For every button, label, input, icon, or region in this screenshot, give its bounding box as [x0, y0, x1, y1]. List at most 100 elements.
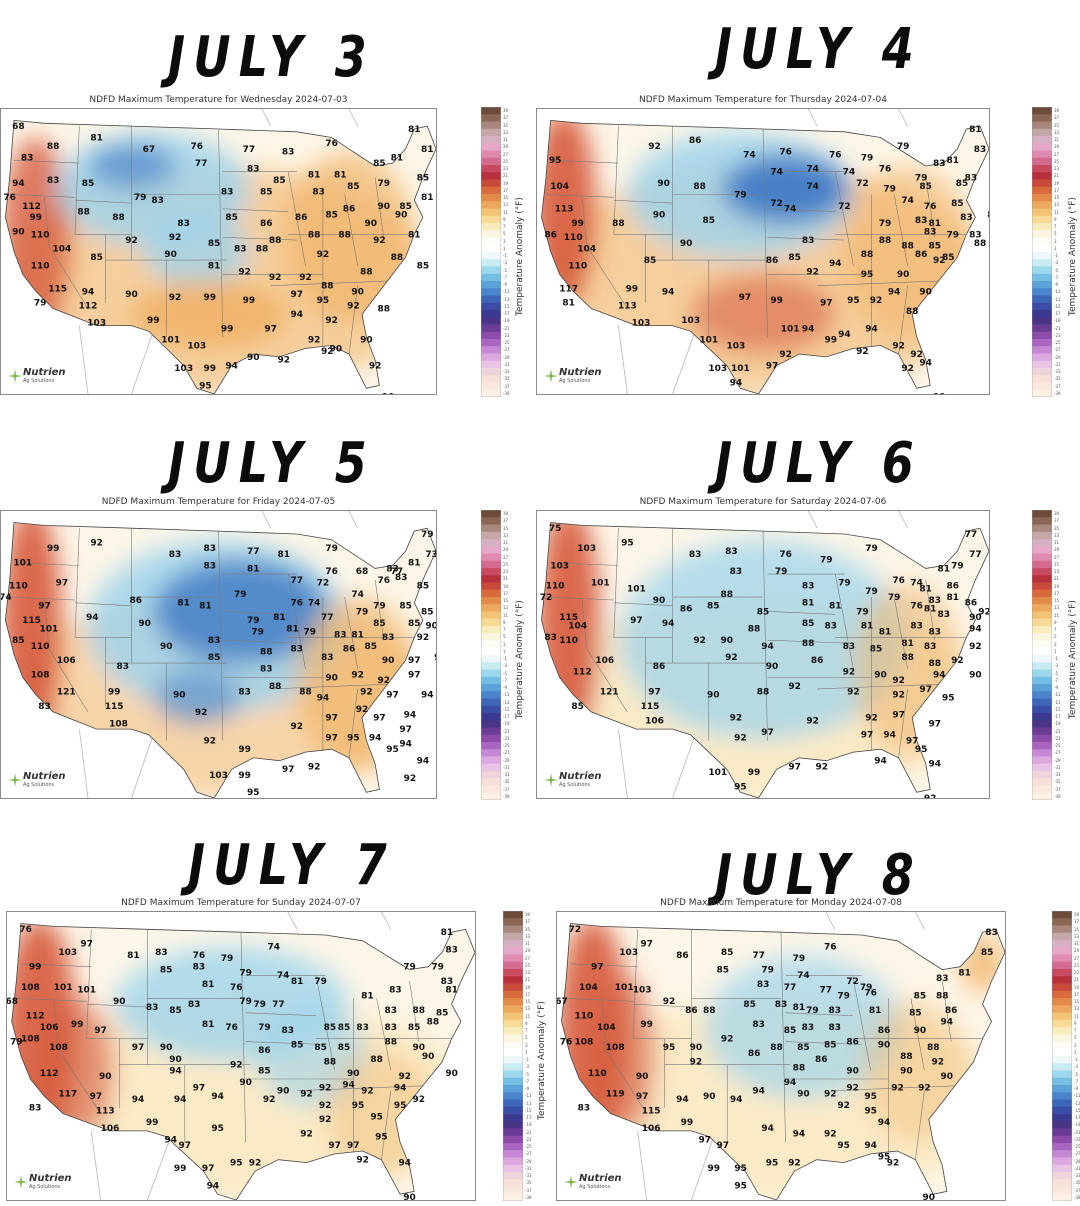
temperature-value: 76	[779, 550, 792, 560]
temperature-value: 72	[856, 179, 869, 189]
temperature-value: 88	[900, 1052, 913, 1062]
colorbar-tick: 25	[503, 158, 509, 164]
temperature-value: 92	[856, 347, 869, 357]
temperature-value: 95	[861, 270, 874, 280]
temperature-value: 97	[132, 1043, 145, 1053]
colorbar-tick: -7	[1074, 1078, 1078, 1084]
temperature-value: 95	[837, 1141, 850, 1151]
colorbar-tick: -37	[1054, 786, 1061, 792]
colorbar-tick: -31	[1054, 764, 1061, 770]
temperature-value: 83	[938, 610, 951, 620]
nutrien-logo: Nutrien Ag Solutions	[7, 772, 66, 788]
temperature-value: 85	[717, 966, 730, 976]
colorbar-tick: 27	[1074, 955, 1080, 961]
colorbar-tick: -35	[1054, 376, 1061, 382]
temperature-value: 110	[546, 582, 565, 592]
temperature-value: 79	[837, 991, 850, 1001]
temperature-value: 92	[806, 267, 819, 277]
temperature-value: 79	[888, 593, 901, 603]
colorbar-tick: 21	[503, 576, 509, 582]
colorbar-tick: -33	[1054, 772, 1061, 777]
temperature-value: 106	[595, 656, 614, 666]
temperature-value: 83	[730, 567, 743, 577]
temperature-value: 92	[325, 316, 338, 326]
temperature-value: 108	[606, 1043, 625, 1053]
temperature-value: 86	[947, 582, 960, 592]
temperature-value: 97	[282, 765, 295, 775]
temperature-value: 85	[399, 202, 412, 212]
temperature-value: 74	[806, 182, 819, 192]
temperature-value: 97	[761, 728, 774, 738]
temperature-value: 74	[1, 593, 12, 603]
temperature-value: 103	[708, 364, 727, 374]
temperature-value: 92	[417, 633, 430, 643]
temperature-value: 83	[312, 188, 325, 198]
temperature-value: 94	[12, 179, 25, 189]
colorbar-tick: 39	[503, 511, 509, 516]
temperature-colorbar: 39 37 35 33 31 29 27 25 23 21 19 17 15 13 11 9 7 5 3 1 -1 -3-…	[503, 911, 547, 1201]
temperature-value: 88	[324, 1058, 337, 1068]
temperature-value: 112	[22, 202, 41, 212]
colorbar-tick: 17	[1054, 187, 1060, 193]
temperature-value: 92	[918, 1084, 931, 1094]
temperature-value: 92	[300, 1130, 313, 1140]
colorbar-tick: 1	[525, 1049, 528, 1055]
temperature-value: 81	[969, 125, 982, 135]
temperature-value: 94	[761, 642, 774, 652]
temperature-value: 85	[225, 213, 238, 223]
temperature-value: 90	[721, 636, 734, 646]
temperature-value: 76	[924, 202, 937, 212]
colorbar-label: Temperature Anomaly (°F)	[515, 599, 525, 719]
colorbar-tick: 31	[503, 540, 509, 545]
colorbar-tick: 33	[503, 129, 509, 135]
temperature-value: 74	[277, 971, 290, 981]
colorbar-tick: -27	[1054, 750, 1061, 756]
leaf-icon	[544, 369, 558, 383]
temperature-value: 85	[417, 582, 430, 592]
temperature-value: 85	[981, 948, 994, 958]
colorbar-scale	[481, 510, 501, 800]
temperature-value: 83	[117, 662, 130, 672]
colorbar-tick: 1	[1074, 1049, 1077, 1055]
colorbar-tick: -15	[503, 706, 510, 712]
colorbar-tick: 31	[503, 137, 509, 142]
temperature-value: 95	[386, 745, 399, 755]
temperature-value: 79	[915, 173, 928, 183]
colorbar-tick: -9	[1054, 282, 1058, 287]
temperature-value: 101	[731, 364, 750, 374]
map-title: NDFD Maximum Temperature for Wednesday 2…	[89, 95, 348, 105]
colorbar-tick: -33	[503, 772, 510, 777]
colorbar-scale	[1032, 107, 1052, 397]
temperature-value: 83	[208, 636, 221, 646]
temperature-value: 112	[26, 1012, 45, 1022]
leaf-icon	[14, 1175, 28, 1189]
temperature-value: 85	[324, 1023, 337, 1033]
colorbar-scale	[481, 107, 501, 397]
temperature-value: 92	[690, 1058, 703, 1068]
temperature-value: 94	[784, 1078, 797, 1088]
temperature-value: 95	[347, 734, 360, 744]
colorbar-tick: -1	[1074, 1057, 1078, 1062]
temperature-value: 83	[802, 1023, 815, 1033]
colorbar-tick: -23	[503, 332, 510, 338]
colorbar-tick: 17	[525, 991, 531, 997]
temperature-value: 90	[347, 1069, 360, 1079]
temperature-value: 85	[399, 602, 412, 612]
temperature-value: 88	[260, 648, 273, 658]
temperature-value: 75	[549, 524, 562, 534]
temperature-value: 97	[193, 1084, 206, 1094]
colorbar-tick: 33	[1074, 933, 1080, 939]
temperature-value: 92	[413, 1095, 426, 1105]
temperature-value: 99	[571, 219, 584, 229]
colorbar-tick: 15	[503, 195, 509, 200]
colorbar-label: Temperature Anomaly (°F)	[1068, 599, 1078, 719]
temperature-colorbar: 39 37 35 33 31 29 27 25 23 21 19 17 15 13 11 9 7 5 3 1 -1 -3-…	[1032, 510, 1078, 800]
temperature-value: 74	[806, 165, 819, 175]
colorbar-tick: -31	[1074, 1165, 1080, 1171]
colorbar-tick: 21	[1054, 576, 1060, 582]
temperature-map-panel: NDFD Maximum Temperature for Wednesday 2…	[0, 95, 437, 395]
temperature-value: 94	[969, 625, 982, 635]
colorbar-tick: 13	[1054, 605, 1060, 611]
temperature-value: 94	[225, 361, 238, 371]
temperature-value: 113	[618, 302, 637, 312]
